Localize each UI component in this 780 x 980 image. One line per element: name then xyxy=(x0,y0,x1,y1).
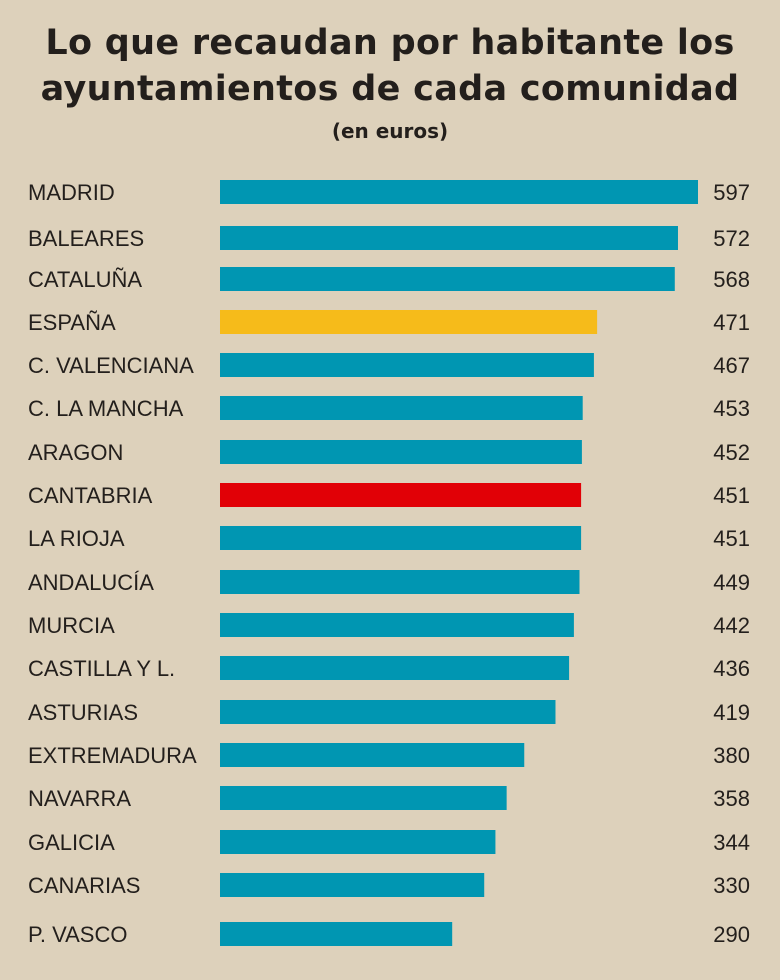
category-label-extremadura: EXTREMADURA xyxy=(28,743,197,768)
bar-andalucia xyxy=(220,570,580,594)
category-label-aragon: ARAGON xyxy=(28,440,123,465)
bar-asturias xyxy=(220,700,556,724)
bar-extremadura xyxy=(220,743,525,767)
bar-murcia xyxy=(220,613,574,637)
value-label-c-valenciana: 467 xyxy=(713,353,750,378)
value-label-castilla-y-l: 436 xyxy=(713,656,750,681)
category-label-andalucia: ANDALUCÍA xyxy=(28,570,154,595)
value-label-la-rioja: 451 xyxy=(713,526,750,551)
bar-cataluna xyxy=(220,267,675,291)
bar-baleares xyxy=(220,226,678,250)
bar-canarias xyxy=(220,873,485,897)
category-label-navarra: NAVARRA xyxy=(28,786,131,811)
category-label-c-valenciana: C. VALENCIANA xyxy=(28,353,194,378)
category-label-asturias: ASTURIAS xyxy=(28,700,138,725)
bar-la-rioja xyxy=(220,526,582,550)
value-label-canarias: 330 xyxy=(713,873,750,898)
bar-galicia xyxy=(220,830,496,854)
category-label-murcia: MURCIA xyxy=(28,613,115,638)
bar-castilla-y-l xyxy=(220,656,570,680)
value-label-baleares: 572 xyxy=(713,226,750,251)
category-label-c-la-mancha: C. LA MANCHA xyxy=(28,396,184,421)
category-label-cantabria: CANTABRIA xyxy=(28,483,153,508)
value-label-c-la-mancha: 453 xyxy=(713,396,750,421)
category-label-la-rioja: LA RIOJA xyxy=(28,526,125,551)
bar-aragon xyxy=(220,440,582,464)
value-label-espana: 471 xyxy=(713,310,750,335)
category-label-baleares: BALEARES xyxy=(28,226,144,251)
value-label-asturias: 419 xyxy=(713,700,750,725)
bar-navarra xyxy=(220,786,507,810)
category-label-cataluna: CATALUÑA xyxy=(28,267,142,292)
chart-title: Lo que recaudan por habitante los ayunta… xyxy=(40,23,740,109)
bar-c-la-mancha xyxy=(220,396,583,420)
value-label-navarra: 358 xyxy=(713,786,750,811)
bar-cantabria xyxy=(220,483,582,507)
bar-espana xyxy=(220,310,598,334)
value-label-cantabria: 451 xyxy=(713,483,750,508)
category-label-castilla-y-l: CASTILLA Y L. xyxy=(28,656,175,681)
category-label-p-vasco: P. VASCO xyxy=(28,922,127,947)
category-label-madrid: MADRID xyxy=(28,180,115,205)
chart-subtitle: (en euros) xyxy=(331,119,449,143)
value-label-cataluna: 568 xyxy=(713,267,750,292)
value-label-madrid: 597 xyxy=(713,180,750,205)
bar-c-valenciana xyxy=(220,353,594,377)
value-label-aragon: 452 xyxy=(713,440,750,465)
category-label-espana: ESPAÑA xyxy=(28,310,116,335)
category-label-galicia: GALICIA xyxy=(28,830,115,855)
value-label-p-vasco: 290 xyxy=(713,922,750,947)
value-label-galicia: 344 xyxy=(713,830,750,855)
value-label-andalucia: 449 xyxy=(713,570,750,595)
value-label-extremadura: 380 xyxy=(713,743,750,768)
bar-madrid xyxy=(220,180,698,204)
bar-p-vasco xyxy=(220,922,453,946)
category-label-canarias: CANARIAS xyxy=(28,873,140,898)
value-label-murcia: 442 xyxy=(713,613,750,638)
